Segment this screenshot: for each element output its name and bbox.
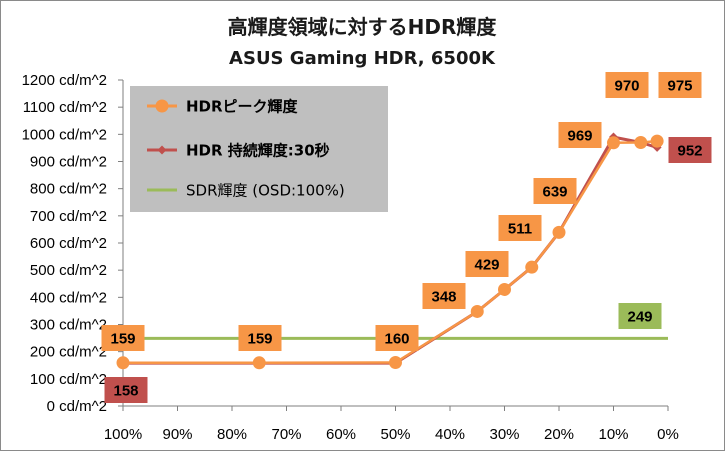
chart-subtitle: ASUS Gaming HDR, 6500K bbox=[229, 48, 496, 69]
data-label: 158 bbox=[113, 383, 138, 400]
y-tick-label: 200 cd/m^2 bbox=[30, 344, 107, 361]
x-tick-label: 100% bbox=[104, 426, 142, 443]
y-tick-label: 500 cd/m^2 bbox=[30, 262, 107, 279]
legend-marker bbox=[155, 99, 169, 113]
peak-marker bbox=[650, 134, 664, 148]
x-tick-label: 50% bbox=[380, 426, 410, 443]
y-tick-label: 0 cd/m^2 bbox=[47, 398, 107, 415]
data-label-box bbox=[101, 325, 145, 351]
y-tick-label: 400 cd/m^2 bbox=[30, 289, 107, 306]
data-label: 952 bbox=[677, 143, 702, 160]
series-line-0 bbox=[123, 139, 658, 365]
legend-label: SDR輝度 (OSD:100%) bbox=[186, 182, 345, 200]
data-label-box bbox=[375, 325, 419, 351]
x-tick-label: 80% bbox=[217, 426, 247, 443]
data-label-box bbox=[104, 377, 148, 403]
y-tick-label: 800 cd/m^2 bbox=[30, 181, 107, 198]
peak-marker bbox=[252, 356, 266, 370]
x-tick-label: 70% bbox=[271, 426, 301, 443]
y-tick-label: 600 cd/m^2 bbox=[30, 235, 107, 252]
peak-marker bbox=[607, 136, 620, 150]
data-label-box bbox=[618, 303, 662, 329]
y-tick-label: 1000 cd/m^2 bbox=[22, 126, 107, 143]
legend-marker bbox=[157, 145, 167, 155]
x-tick-label: 30% bbox=[489, 426, 519, 443]
chart-title: 高輝度領域に対するHDR輝度 bbox=[228, 15, 498, 39]
data-label: 160 bbox=[384, 331, 409, 348]
peak-marker bbox=[116, 356, 130, 370]
y-tick-label: 700 cd/m^2 bbox=[30, 208, 107, 225]
peak-marker bbox=[470, 304, 484, 318]
axes: 0 cd/m^2 100 cd/m^2 200 cd/m^2 300 cd/m^2 40… bbox=[22, 72, 679, 443]
data-label: 159 bbox=[110, 331, 135, 348]
x-tick-label: 60% bbox=[326, 426, 356, 443]
y-tick-label: 100 cd/m^2 bbox=[30, 371, 107, 388]
y-tick-label: 1100 cd/m^2 bbox=[23, 99, 107, 116]
data-label-box bbox=[605, 72, 649, 98]
peak-marker bbox=[389, 356, 402, 370]
y-tick-label: 900 cd/m^2 bbox=[30, 154, 107, 171]
data-label-box bbox=[422, 283, 466, 309]
peak-marker bbox=[498, 282, 511, 296]
legend-label: HDR 持続輝度:30秒 bbox=[186, 142, 330, 160]
data-label-box bbox=[498, 215, 542, 241]
data-label: 970 bbox=[614, 78, 639, 95]
data-label-box bbox=[533, 178, 577, 204]
data-label: 159 bbox=[247, 331, 272, 348]
y-tick-label: 1200 cd/m^2 bbox=[22, 72, 107, 89]
data-label-box bbox=[658, 72, 702, 98]
data-label-box bbox=[668, 137, 712, 163]
data-label: 348 bbox=[431, 289, 456, 306]
data-label: 975 bbox=[667, 78, 692, 95]
peak-marker bbox=[552, 225, 566, 239]
data-label-box bbox=[465, 251, 509, 277]
data-label-box bbox=[238, 325, 282, 351]
x-tick-label: 0% bbox=[657, 426, 679, 443]
x-tick-label: 90% bbox=[162, 426, 192, 443]
peak-marker bbox=[634, 135, 648, 149]
legend: HDRピーク輝度 HDR 持続輝度:30秒 SDR輝度 (OSD:100%) bbox=[130, 86, 388, 212]
data-labels: 159 159 160 348 429 511 639 969 970 975 158 952 249 bbox=[101, 72, 712, 403]
x-tick-label: 20% bbox=[544, 426, 574, 443]
data-label-box bbox=[558, 122, 602, 148]
data-label: 639 bbox=[542, 184, 567, 201]
y-tick-label: 300 cd/m^2 bbox=[30, 317, 107, 334]
data-label: 249 bbox=[627, 309, 652, 326]
peak-marker bbox=[525, 260, 539, 274]
data-label: 969 bbox=[567, 128, 592, 145]
data-label: 429 bbox=[474, 257, 499, 274]
x-tick-label: 10% bbox=[598, 426, 628, 443]
legend-label: HDRピーク輝度 bbox=[186, 98, 299, 116]
data-label: 511 bbox=[508, 221, 532, 238]
x-tick-label: 40% bbox=[435, 426, 465, 443]
plot-area bbox=[116, 132, 668, 370]
